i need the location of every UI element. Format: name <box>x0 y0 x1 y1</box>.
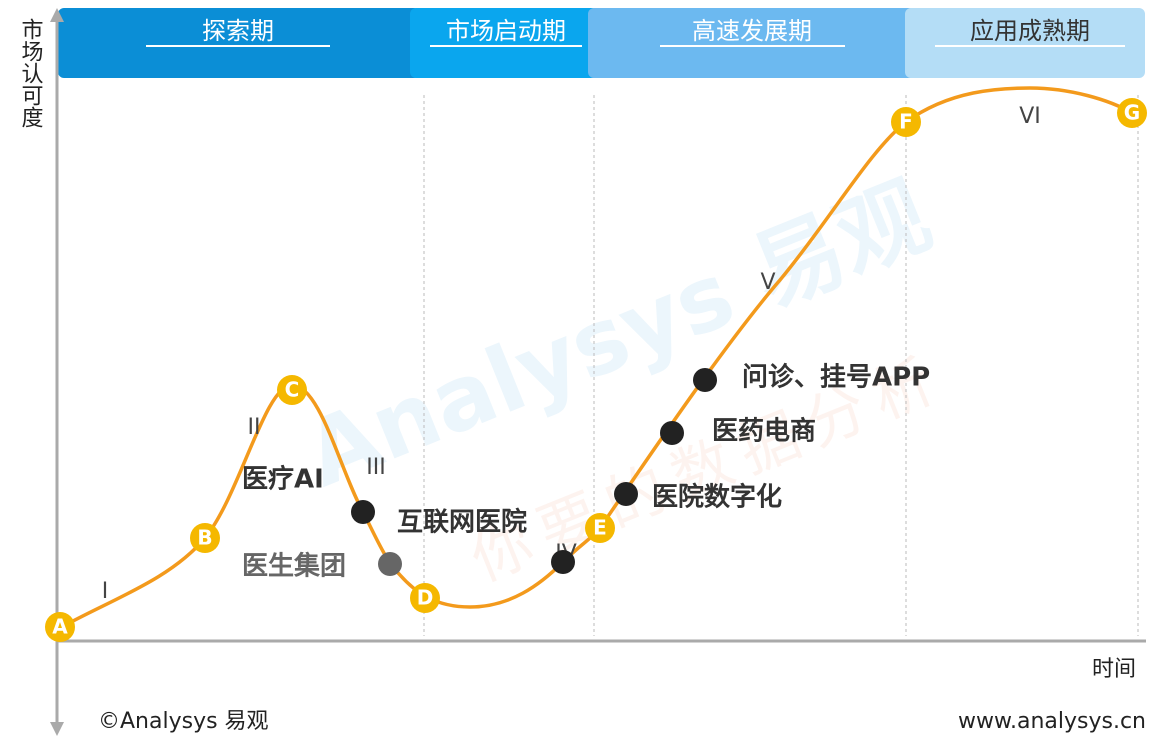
product-label: 互联网医院 <box>397 507 527 538</box>
phase-band <box>58 8 420 78</box>
stage-label: V <box>760 270 775 295</box>
stage-label: III <box>366 455 385 480</box>
phase-label: 市场启动期 <box>446 17 566 45</box>
axis-arrow <box>50 722 64 736</box>
phase-header: 探索期 市场启动期 高速发展期 应用成熟期 <box>58 8 1145 78</box>
phase-label: 高速发展期 <box>692 17 812 45</box>
stage-point-label: D <box>417 586 434 610</box>
stage-label: I <box>102 579 109 604</box>
footer-website: www.analysys.cn <box>958 709 1146 734</box>
product-dot <box>660 421 684 445</box>
product-label: 医院数字化 <box>652 482 782 513</box>
watermark-brand: Analysys 易观 <box>292 163 944 508</box>
stage-point <box>190 523 220 553</box>
phase-band <box>588 8 915 78</box>
phase-label: 探索期 <box>202 17 274 45</box>
phase-band <box>905 8 1145 78</box>
product-dot <box>614 482 638 506</box>
x-axis-label: 时间 <box>1092 657 1136 682</box>
product-dot <box>378 552 402 576</box>
axis-arrow <box>50 8 64 22</box>
y-axis-label: 市场认可度 <box>18 18 44 128</box>
stage-point-label: B <box>197 526 212 550</box>
stage-point-label: A <box>52 615 68 639</box>
product-dot <box>351 500 375 524</box>
product-label: 医疗AI <box>242 464 324 495</box>
phase-band <box>410 8 598 78</box>
product-label: 医药电商 <box>712 416 816 447</box>
stage-points: A B C D E F G <box>45 98 1147 642</box>
stage-point <box>410 583 440 613</box>
product-label: 问诊、挂号APP <box>742 362 930 393</box>
stage-point-label: F <box>899 110 913 134</box>
product-label: 医生集团 <box>242 551 346 582</box>
stage-point <box>277 375 307 405</box>
stage-point <box>45 612 75 642</box>
phase-label: 应用成熟期 <box>970 17 1090 45</box>
stage-point-label: G <box>1124 101 1140 125</box>
stage-label: VI <box>1019 104 1041 129</box>
stage-label: II <box>248 415 261 440</box>
product-dot <box>551 550 575 574</box>
footer-copyright: ©Analysys 易观 <box>98 709 269 734</box>
stage-point-label: C <box>285 378 300 402</box>
stage-point <box>1117 98 1147 128</box>
product-dot <box>693 368 717 392</box>
stage-point-label: E <box>593 516 607 540</box>
stage-point <box>585 513 615 543</box>
stage-point <box>891 107 921 137</box>
